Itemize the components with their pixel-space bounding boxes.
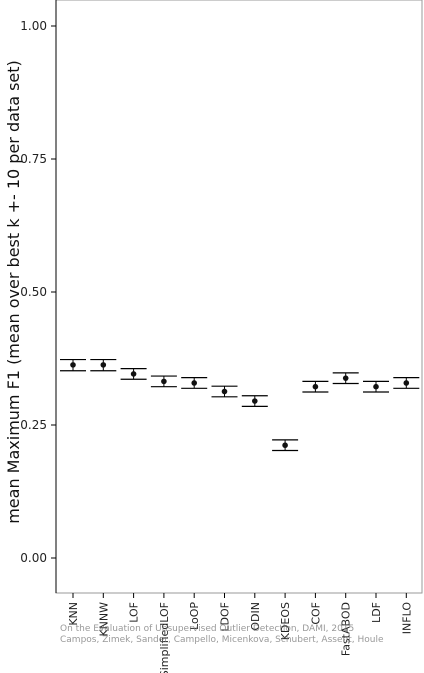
y-tick-label: 1.00 xyxy=(20,19,47,33)
x-tick-label: ODIN xyxy=(249,602,262,631)
y-ticks: 0.00 0.25 0.50 0.75 1.00 xyxy=(20,19,56,565)
watermark-line-1: On the Evaluation of Unsupervised Outlie… xyxy=(60,624,355,634)
x-tick-label: INFLO xyxy=(400,602,413,635)
x-tick-label: LOF xyxy=(128,602,141,623)
data-point xyxy=(373,383,379,390)
data-point xyxy=(312,383,319,390)
x-tick-label: KNN xyxy=(67,602,80,626)
x-tick-label: FastABOD xyxy=(340,602,353,656)
x-tick-label: LDF xyxy=(370,602,383,623)
data-point xyxy=(403,380,410,386)
data-point xyxy=(191,380,197,386)
y-tick-label: 0.75 xyxy=(20,152,47,166)
y-axis-title: mean Maximum F1 (mean over best k +- 10 … xyxy=(4,60,23,524)
panel-border xyxy=(55,0,423,594)
x-tick-label: COF xyxy=(309,602,322,625)
x-tick-label: LoOP xyxy=(188,602,201,630)
chart-marks xyxy=(60,358,420,452)
data-point xyxy=(100,362,107,368)
x-tick-label: SimplifiedLOF xyxy=(158,602,171,673)
data-point xyxy=(70,362,76,368)
data-point xyxy=(252,398,258,404)
data-point xyxy=(282,442,288,449)
data-point xyxy=(342,375,349,381)
y-tick-label: 0.00 xyxy=(20,551,47,565)
x-ticks: KNN KNNW LOF SimplifiedLOF LoOP LDOF ODIN KDEOS… xyxy=(67,593,413,673)
data-point xyxy=(161,378,167,385)
watermark-line-2: Campos, Zimek, Sander, Campello, Micenko… xyxy=(60,635,384,645)
x-tick-label: KDEOS xyxy=(279,602,292,640)
x-tick-label: LDOF xyxy=(219,602,232,632)
x-tick-label: KNNW xyxy=(97,602,110,637)
y-tick-label: 0.25 xyxy=(20,418,47,432)
data-point xyxy=(130,371,137,377)
y-tick-label: 0.50 xyxy=(20,285,47,299)
data-point xyxy=(221,388,228,395)
